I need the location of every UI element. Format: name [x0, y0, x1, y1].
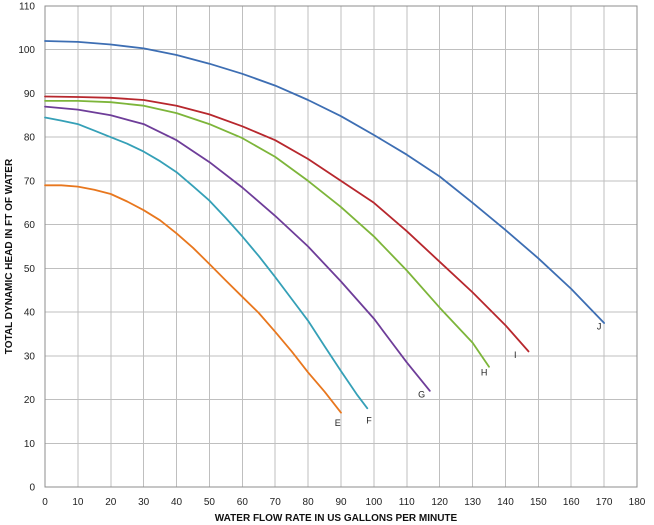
x-tick-label: 70 — [270, 497, 282, 508]
x-tick-label: 180 — [629, 497, 646, 508]
x-tick-label: 0 — [42, 497, 48, 508]
x-tick-label: 10 — [72, 497, 84, 508]
x-tick-label: 160 — [563, 497, 580, 508]
curve-label-e: E — [335, 418, 341, 428]
y-tick-label: 10 — [24, 439, 36, 450]
x-tick-label: 140 — [497, 497, 514, 508]
y-tick-label: 60 — [24, 220, 36, 231]
x-tick-label: 100 — [366, 497, 383, 508]
series-line-j — [44, 40, 605, 324]
x-tick-label: 130 — [464, 497, 481, 508]
y-tick-label: 100 — [18, 45, 35, 56]
series-line-f — [44, 116, 369, 410]
x-tick-label: 20 — [105, 497, 117, 508]
x-tick-label: 150 — [530, 497, 547, 508]
x-tick-label: 30 — [138, 497, 150, 508]
y-tick-label: 20 — [24, 395, 36, 406]
series-line-i — [44, 95, 530, 353]
y-tick-labels: 0 10 20 30 40 50 60 70 80 90 100 110 — [18, 2, 35, 494]
x-tick-labels: 0 10 20 30 40 50 60 70 80 90 100 110 120 130 140 150 160… — [42, 497, 646, 508]
grid — [44, 5, 638, 488]
y-tick-label: 50 — [24, 264, 36, 275]
series-line-e — [44, 184, 342, 414]
series-line-h — [44, 100, 490, 368]
x-tick-label: 170 — [596, 497, 613, 508]
x-tick-label: 110 — [399, 497, 415, 508]
y-tick-label: 40 — [24, 308, 36, 319]
x-tick-label: 40 — [171, 497, 183, 508]
y-axis-title: TOTAL DYNAMIC HEAD IN FT OF WATER — [4, 158, 15, 354]
x-axis-title: WATER FLOW RATE IN US GALLONS PER MINUTE — [215, 513, 458, 524]
x-tick-label: 50 — [204, 497, 216, 508]
series-line-g — [44, 105, 431, 392]
curve-label-h: H — [481, 367, 488, 377]
y-tick-label: 70 — [24, 176, 36, 187]
x-tick-label: 90 — [335, 497, 347, 508]
curve-labels: E F G H I J — [335, 322, 602, 428]
y-tick-label: 90 — [24, 89, 36, 100]
x-tick-label: 80 — [303, 497, 315, 508]
x-tick-label: 120 — [431, 497, 448, 508]
series-lines — [44, 40, 605, 414]
curve-label-g: G — [418, 389, 425, 399]
curve-label-j: J — [597, 322, 602, 332]
y-tick-label: 0 — [29, 483, 35, 494]
y-tick-label: 110 — [19, 2, 35, 13]
x-tick-label: 60 — [237, 497, 249, 508]
curve-label-i: I — [514, 350, 517, 360]
curve-label-f: F — [366, 416, 372, 426]
y-tick-label: 30 — [24, 351, 36, 362]
y-tick-label: 80 — [24, 133, 36, 144]
plot-frame — [44, 5, 638, 488]
